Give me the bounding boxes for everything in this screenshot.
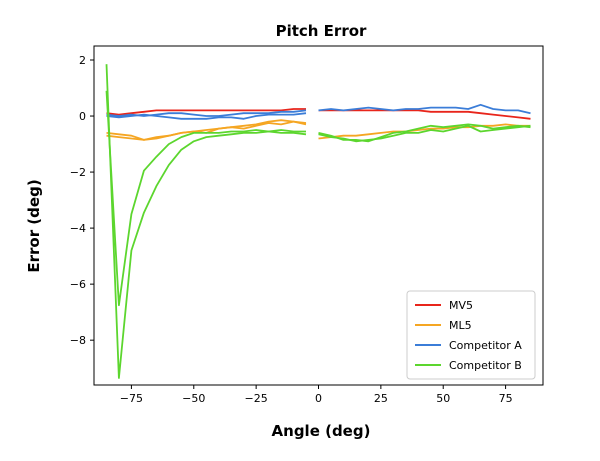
legend-label: ML5 xyxy=(449,319,472,332)
series-line xyxy=(105,64,306,379)
series-line xyxy=(318,103,531,115)
y-tick-label: −6 xyxy=(70,278,86,291)
legend-box xyxy=(406,290,536,380)
y-tick-label: −8 xyxy=(70,334,86,347)
y-axis-label: Error (deg) xyxy=(25,179,43,272)
series-line xyxy=(106,109,307,117)
series-competitor-b xyxy=(105,64,531,379)
x-tick-label: 25 xyxy=(374,392,388,405)
x-tick-label: −75 xyxy=(120,392,143,405)
series-competitor-a xyxy=(106,103,531,120)
series-line xyxy=(318,123,531,140)
x-tick-label: −50 xyxy=(182,392,205,405)
y-tick-label: 0 xyxy=(79,110,86,123)
series-line xyxy=(318,123,531,143)
x-tick-label: 0 xyxy=(315,392,322,405)
legend-label: Competitor A xyxy=(449,339,522,352)
series-line xyxy=(106,108,306,116)
series-line xyxy=(105,90,307,307)
chart-title: Pitch Error xyxy=(276,22,367,40)
x-tick-label: 50 xyxy=(436,392,450,405)
series-lines xyxy=(105,64,531,379)
legend-label: MV5 xyxy=(449,299,473,312)
y-tick-label: −2 xyxy=(70,166,86,179)
legend-label: Competitor B xyxy=(449,359,522,372)
x-tick-label: 75 xyxy=(499,392,513,405)
axis-ticks: −75 −50 −25 0 25 50 75 2 0 −2 −4 −6 −8 xyxy=(70,54,513,405)
y-tick-label: −4 xyxy=(70,222,86,235)
x-tick-label: −25 xyxy=(245,392,268,405)
legend: MV5 ML5 Competitor A Competitor B xyxy=(406,290,536,380)
series-line xyxy=(318,124,531,143)
series-mv5 xyxy=(106,108,531,120)
x-axis-label: Angle (deg) xyxy=(272,422,371,440)
series-line xyxy=(318,109,531,120)
y-tick-label: 2 xyxy=(79,54,86,67)
